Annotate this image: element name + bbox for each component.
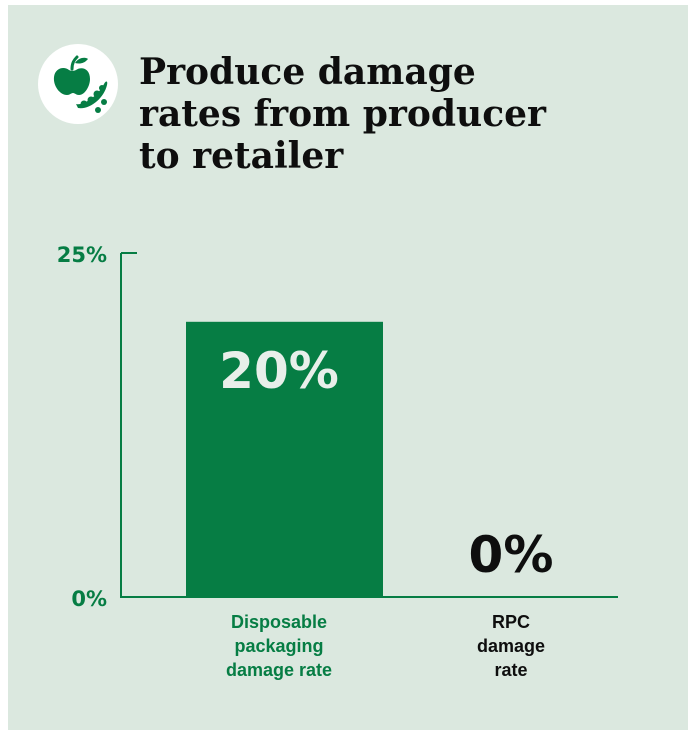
category-label-line: Disposable [231, 612, 327, 632]
apple-and-peapod-icon [38, 44, 118, 124]
bar-value-label-2: 0% [469, 526, 554, 584]
title-line-2: rates from producer [139, 93, 547, 135]
category-label-line: damage rate [226, 660, 332, 680]
bar-value-label-1: 20% [219, 342, 339, 400]
category-label-line: damage [477, 636, 545, 656]
category-label-1: Disposable packaging damage rate [226, 612, 332, 680]
bar-1 [186, 321, 383, 597]
title-line-1: Produce damage [139, 51, 476, 93]
title-line-3: to retailer [139, 135, 344, 177]
y-tick-label-25pct: 25% [57, 243, 107, 267]
category-label-line: rate [494, 660, 527, 680]
chart-title: Produce damage rates from producer to re… [139, 51, 659, 177]
category-label-line: RPC [492, 612, 530, 632]
category-label-line: packaging [234, 636, 323, 656]
category-label-2: RPC damage rate [477, 612, 545, 680]
y-tick-label-0pct: 0% [71, 587, 107, 611]
